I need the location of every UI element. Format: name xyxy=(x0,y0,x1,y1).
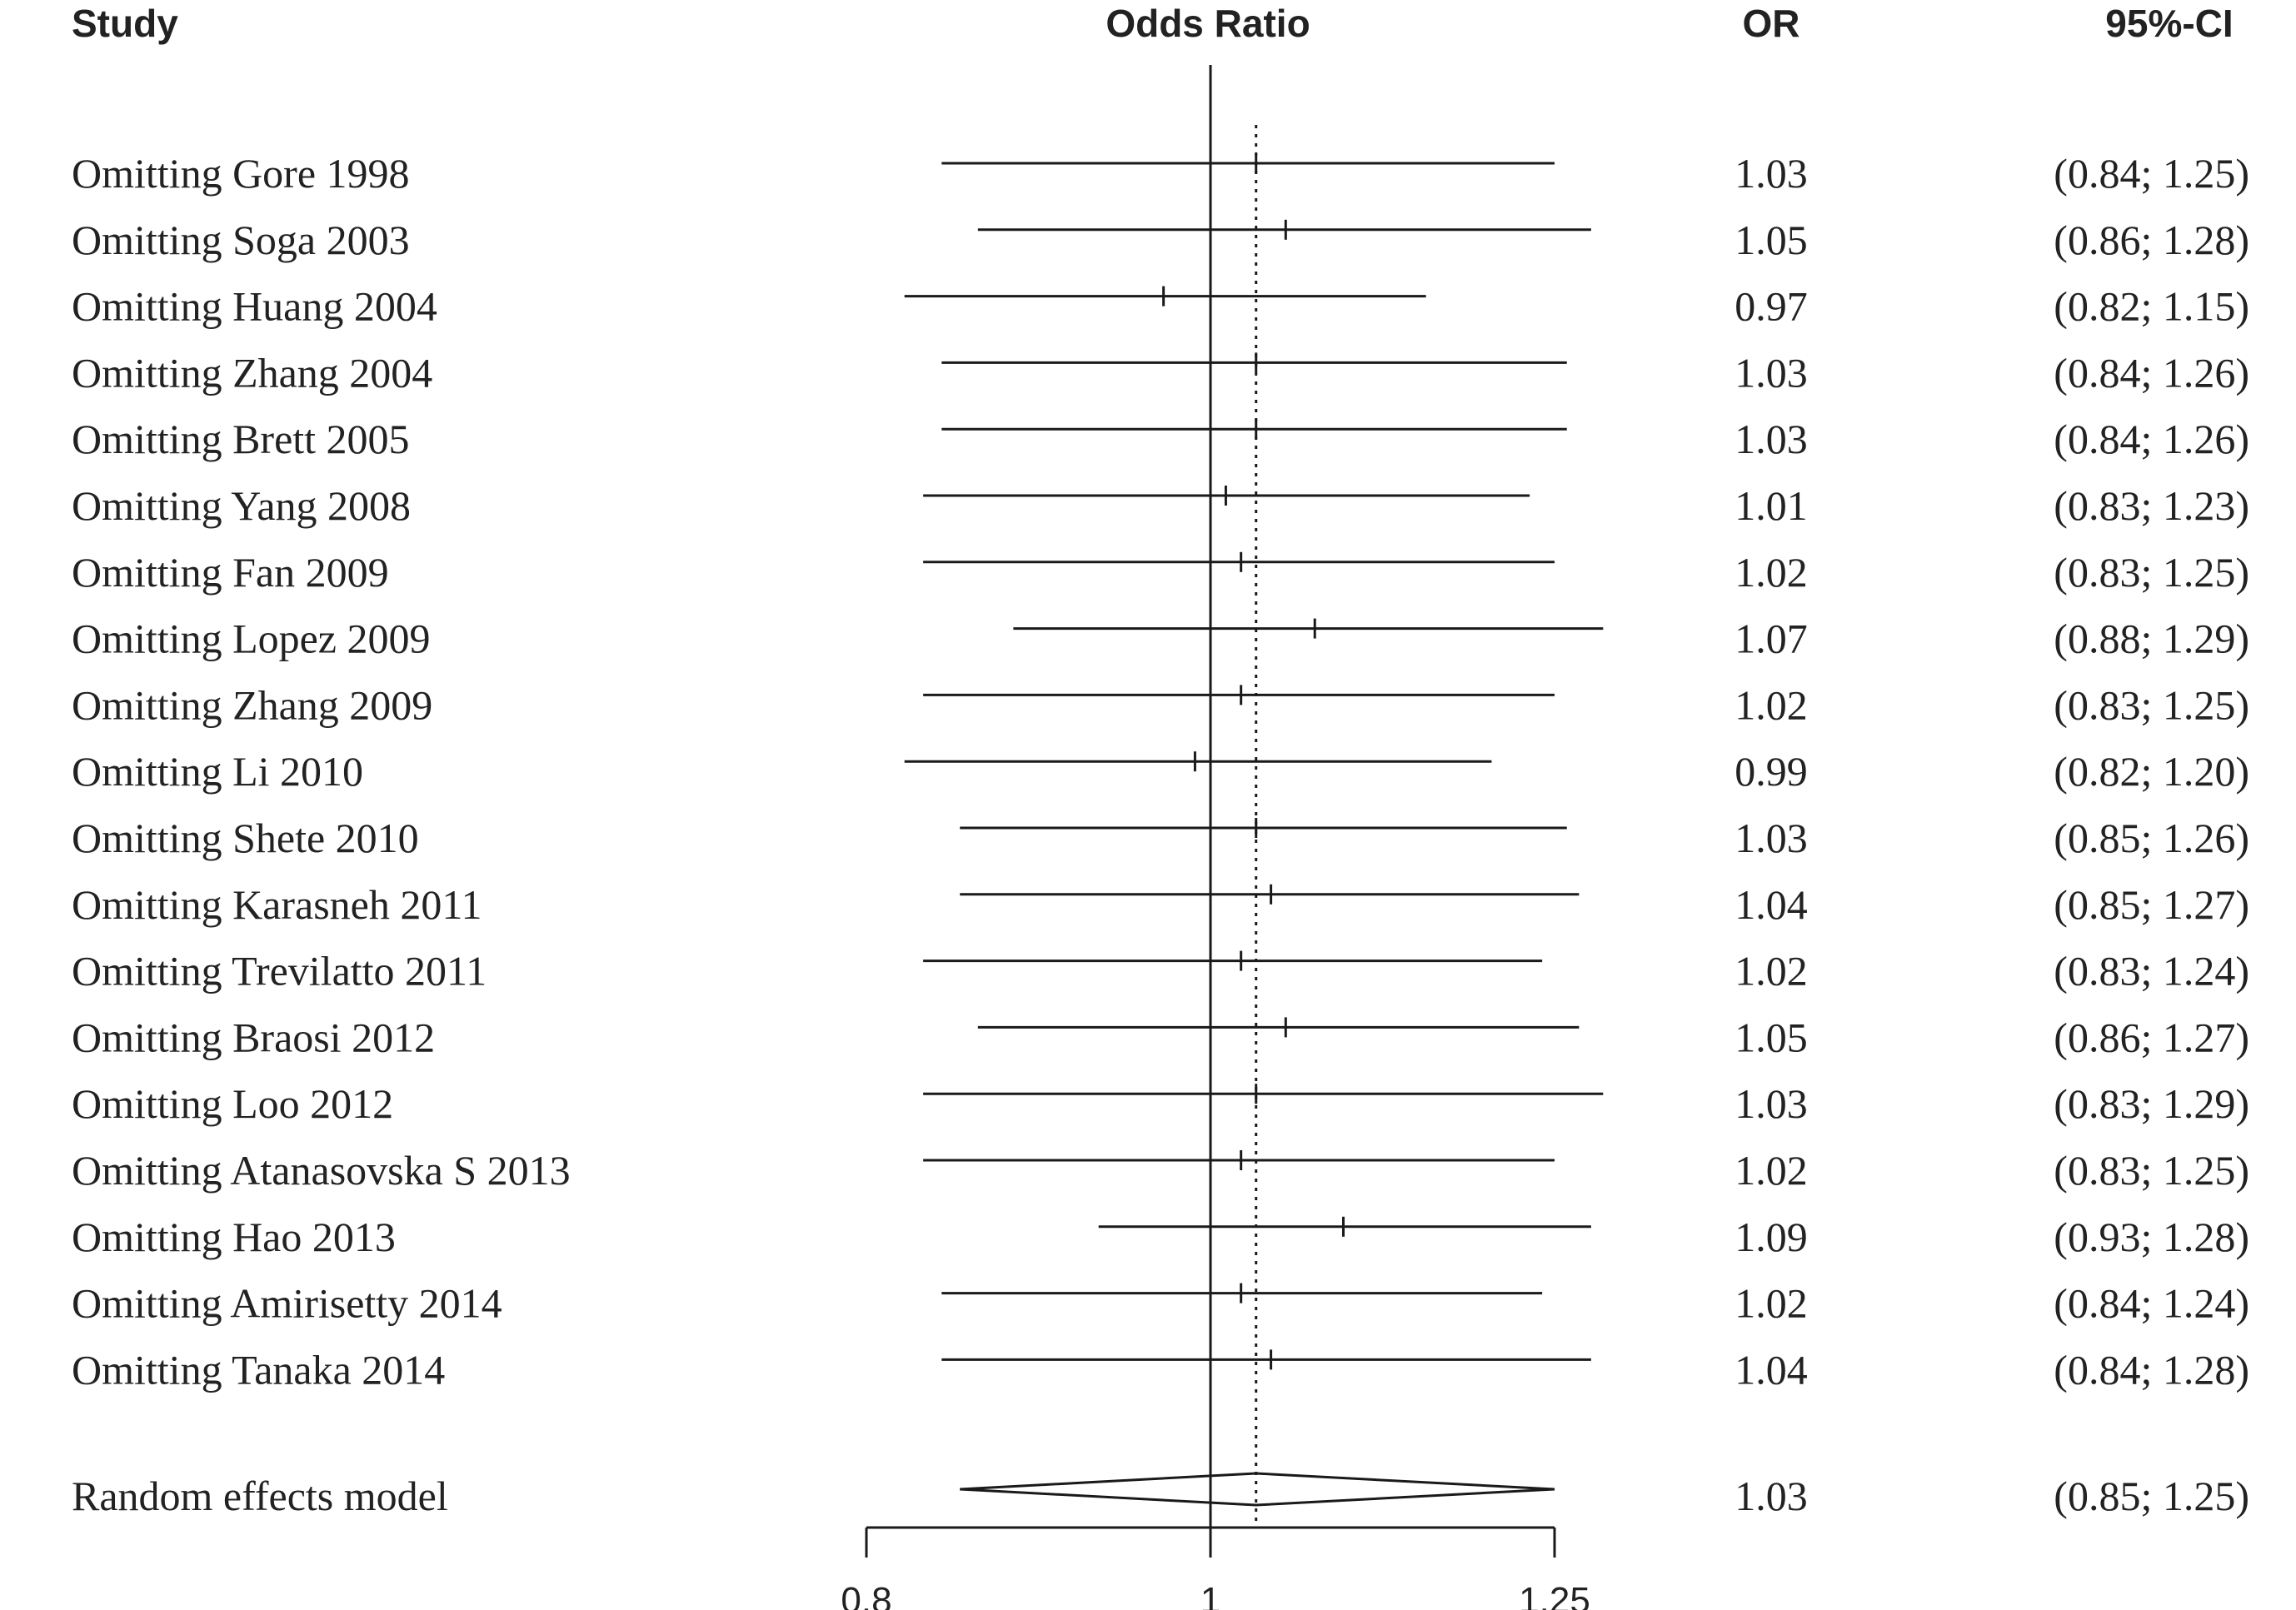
ci-value: (0.83; 1.29) xyxy=(2054,1080,2249,1127)
study-row: Omitting Karasneh 2011 1.04 (0.85; 1.27) xyxy=(72,881,2249,928)
study-row: Omitting Loo 2012 1.03 (0.83; 1.29) xyxy=(72,1080,2249,1127)
study-label: Omitting Zhang 2004 xyxy=(72,349,432,396)
or-value: 1.03 xyxy=(1734,1080,1808,1127)
or-value: 1.09 xyxy=(1734,1214,1808,1260)
summary-label: Random effects model xyxy=(72,1473,448,1519)
or-value: 1.05 xyxy=(1734,217,1808,263)
ci-value: (0.88; 1.29) xyxy=(2054,616,2249,662)
or-value: 1.07 xyxy=(1734,616,1808,662)
ci-value: (0.82; 1.20) xyxy=(2054,748,2249,795)
study-row: Omitting Trevilatto 2011 1.02 (0.83; 1.24) xyxy=(72,948,2249,994)
study-label: Omitting Atanasovska S 2013 xyxy=(72,1147,571,1194)
ci-value: (0.86; 1.28) xyxy=(2054,217,2249,263)
or-value: 1.01 xyxy=(1734,482,1808,529)
ci-value: (0.84; 1.28) xyxy=(2054,1346,2249,1393)
study-rows: Omitting Gore 1998 1.03 (0.84; 1.25)Omitti… xyxy=(72,150,2249,1393)
or-value: 0.99 xyxy=(1734,748,1808,795)
study-row: Omitting Zhang 2004 1.03 (0.84; 1.26) xyxy=(72,349,2249,396)
ci-value: (0.85; 1.27) xyxy=(2054,881,2249,928)
study-label: Omitting Trevilatto 2011 xyxy=(72,948,487,994)
study-row: Omitting Shete 2010 1.03 (0.85; 1.26) xyxy=(72,815,2249,861)
study-label: Omitting Huang 2004 xyxy=(72,283,437,330)
or-value: 1.02 xyxy=(1734,948,1808,994)
study-label: Omitting Lopez 2009 xyxy=(72,616,431,662)
or-value: 1.05 xyxy=(1734,1014,1808,1060)
summary-or-value: 1.03 xyxy=(1734,1473,1808,1519)
summary-row: Random effects model 1.03 (0.85; 1.25) xyxy=(72,1472,2249,1519)
ci-value: (0.83; 1.25) xyxy=(2054,1147,2249,1194)
study-row: Omitting Fan 2009 1.02 (0.83; 1.25) xyxy=(72,549,2249,596)
or-value: 1.03 xyxy=(1734,349,1808,396)
ci-value: (0.93; 1.28) xyxy=(2054,1214,2249,1260)
x-tick-label: 1 xyxy=(1200,1580,1220,1610)
study-row: Omitting Gore 1998 1.03 (0.84; 1.25) xyxy=(72,150,2249,197)
x-tick-label: 0.8 xyxy=(841,1580,891,1610)
ci-value: (0.83; 1.25) xyxy=(2054,549,2249,596)
study-label: Omitting Zhang 2009 xyxy=(72,681,432,728)
ci-value: (0.83; 1.25) xyxy=(2054,681,2249,728)
ci-value: (0.84; 1.25) xyxy=(2054,150,2249,197)
study-label: Omitting Braosi 2012 xyxy=(72,1014,435,1060)
summary-ci-value: (0.85; 1.25) xyxy=(2054,1473,2249,1519)
study-label: Omitting Yang 2008 xyxy=(72,482,411,529)
ci-value: (0.83; 1.24) xyxy=(2054,948,2249,994)
study-label: Omitting Karasneh 2011 xyxy=(72,881,482,928)
ci-value: (0.83; 1.23) xyxy=(2054,482,2249,529)
study-label: Omitting Tanaka 2014 xyxy=(72,1346,445,1393)
study-row: Omitting Atanasovska S 2013 1.02 (0.83; 1.… xyxy=(72,1147,2249,1194)
ci-value: (0.82; 1.15) xyxy=(2054,283,2249,330)
x-tick-label: 1.25 xyxy=(1519,1580,1590,1610)
study-label: Omitting Amirisetty 2014 xyxy=(72,1280,502,1327)
ci-value: (0.86; 1.27) xyxy=(2054,1014,2249,1060)
or-value: 1.03 xyxy=(1734,815,1808,861)
or-value: 1.04 xyxy=(1734,881,1808,928)
study-row: Omitting Braosi 2012 1.05 (0.86; 1.27) xyxy=(72,1014,2249,1060)
or-value: 1.03 xyxy=(1734,416,1808,462)
study-label: Omitting Shete 2010 xyxy=(72,815,419,861)
study-label: Omitting Fan 2009 xyxy=(72,549,389,596)
ci-value: (0.85; 1.26) xyxy=(2054,815,2249,861)
study-row: Omitting Yang 2008 1.01 (0.83; 1.23) xyxy=(72,482,2249,529)
ci-value: (0.84; 1.26) xyxy=(2054,416,2249,462)
or-value: 1.04 xyxy=(1734,1346,1808,1393)
header-or: OR xyxy=(1743,2,1800,45)
header-ci: 95%-CI xyxy=(2105,2,2233,45)
study-row: Omitting Soga 2003 1.05 (0.86; 1.28) xyxy=(72,217,2249,263)
study-row: Omitting Brett 2005 1.03 (0.84; 1.26) xyxy=(72,416,2249,462)
study-row: Omitting Hao 2013 1.09 (0.93; 1.28) xyxy=(72,1214,2249,1260)
or-value: 1.02 xyxy=(1734,1280,1808,1327)
study-row: Omitting Amirisetty 2014 1.02 (0.84; 1.24) xyxy=(72,1280,2249,1327)
summary-diamond xyxy=(960,1472,1555,1507)
study-label: Omitting Li 2010 xyxy=(72,748,363,795)
study-label: Omitting Hao 2013 xyxy=(72,1214,396,1260)
study-row: Omitting Li 2010 0.99 (0.82; 1.20) xyxy=(72,748,2249,795)
study-label: Omitting Brett 2005 xyxy=(72,416,410,462)
or-value: 1.02 xyxy=(1734,549,1808,596)
ci-value: (0.84; 1.26) xyxy=(2054,349,2249,396)
study-row: Omitting Lopez 2009 1.07 (0.88; 1.29) xyxy=(72,616,2249,662)
header-study: Study xyxy=(72,2,178,45)
or-value: 1.02 xyxy=(1734,1147,1808,1194)
x-axis: 0.8 1 1.25 xyxy=(841,1526,1590,1610)
study-row: Omitting Huang 2004 0.97 (0.82; 1.15) xyxy=(72,283,2249,330)
or-value: 0.97 xyxy=(1734,283,1808,330)
study-label: Omitting Soga 2003 xyxy=(72,217,410,263)
study-label: Omitting Loo 2012 xyxy=(72,1080,393,1127)
header-odds-ratio: Odds Ratio xyxy=(1106,2,1310,45)
study-row: Omitting Tanaka 2014 1.04 (0.84; 1.28) xyxy=(72,1346,2249,1393)
or-value: 1.03 xyxy=(1734,150,1808,197)
or-value: 1.02 xyxy=(1734,681,1808,728)
ci-value: (0.84; 1.24) xyxy=(2054,1280,2249,1327)
study-row: Omitting Zhang 2009 1.02 (0.83; 1.25) xyxy=(72,681,2249,728)
study-label: Omitting Gore 1998 xyxy=(72,150,410,197)
